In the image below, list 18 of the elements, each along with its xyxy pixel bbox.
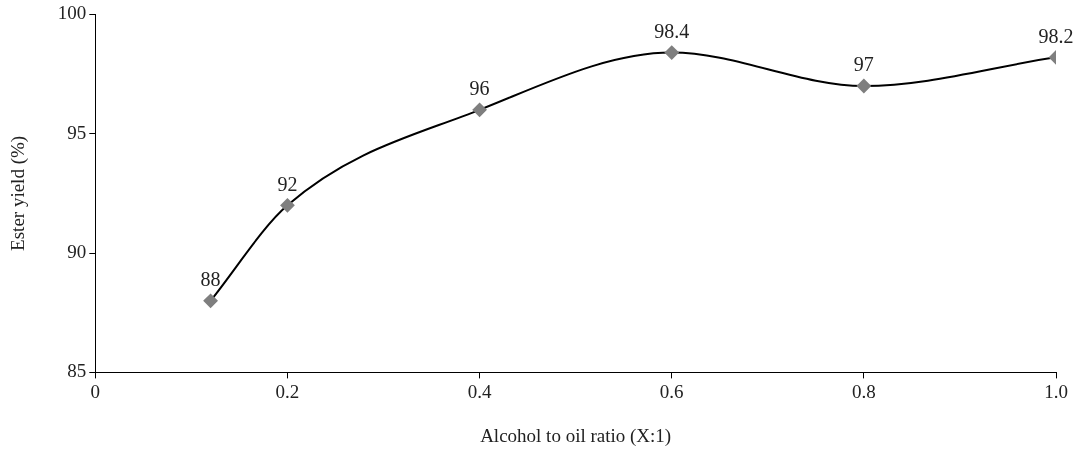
y-tick-label: 90: [67, 241, 87, 263]
x-tick-label: 0.6: [659, 380, 684, 402]
x-tick-label: 0.8: [851, 380, 876, 402]
data-label: 96: [469, 77, 490, 100]
x-tick-label: 0: [90, 380, 101, 402]
x-tick-label: 1.0: [1044, 380, 1068, 402]
data-label: 98.4: [654, 19, 690, 42]
data-label: 98.2: [1038, 24, 1074, 47]
data-label: 97: [853, 53, 874, 76]
y-tick-label: 85: [67, 360, 87, 382]
data-label: 92: [277, 172, 298, 195]
x-tick-label: 0.4: [467, 380, 492, 402]
y-tick-label: 95: [67, 121, 87, 143]
y-tick-label: 100: [57, 2, 87, 24]
x-tick-label: 0.2: [275, 380, 300, 402]
x-axis-title: Alcohol to oil ratio (X:1): [480, 424, 672, 447]
y-axis-title: Ester yield (%): [7, 135, 30, 251]
data-label: 88: [200, 268, 221, 291]
